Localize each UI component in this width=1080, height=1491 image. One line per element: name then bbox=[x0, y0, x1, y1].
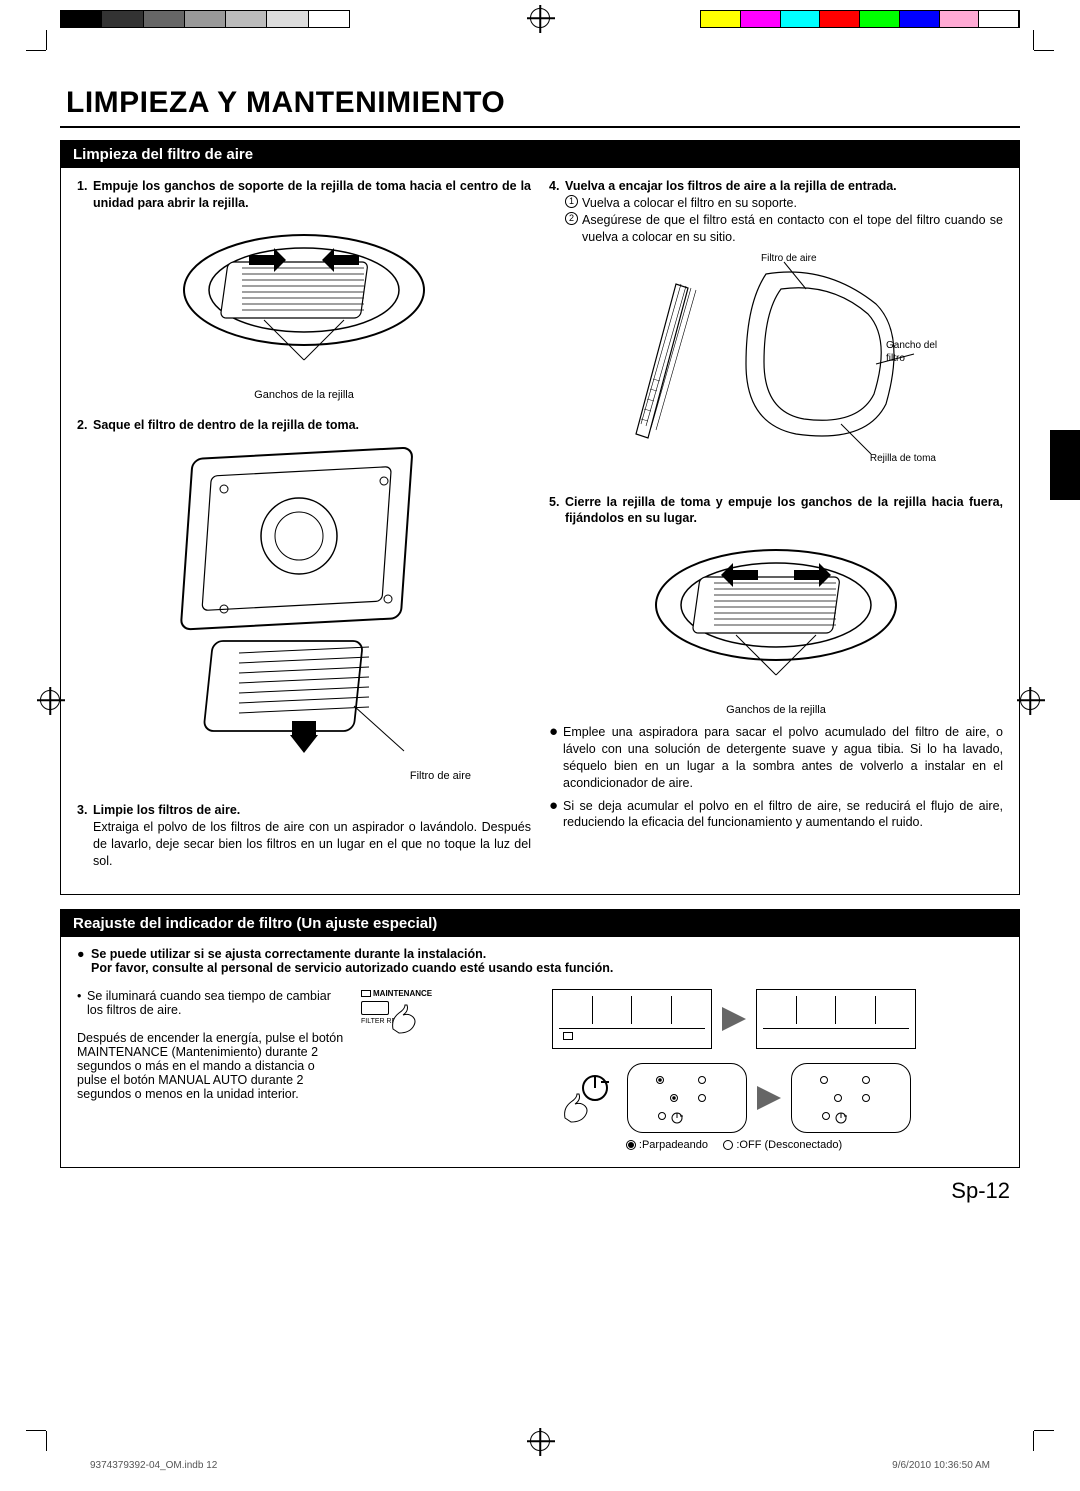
page: LIMPIEZA Y MANTENIMIENTO Limpieza del fi… bbox=[60, 10, 1020, 1204]
display-before bbox=[552, 989, 712, 1049]
step4-sub2: Asegúrese de que el filtro está en conta… bbox=[582, 212, 1003, 246]
bullet-icon: ● bbox=[77, 947, 91, 961]
sec2-left: •Se iluminará cuando sea tiempo de cambi… bbox=[77, 989, 347, 1101]
cropmark-icon bbox=[46, 50, 76, 80]
legend: :Parpadeando :OFF (Desconectado) bbox=[465, 1139, 1003, 1151]
sec2-l1: Se puede utilizar si se ajusta correctam… bbox=[91, 947, 486, 961]
diagram-step5 bbox=[636, 535, 916, 695]
section-1-head: Limpieza del filtro de aire bbox=[61, 141, 1019, 168]
registration-mark-icon bbox=[530, 8, 550, 28]
legend-flash: :Parpadeando bbox=[639, 1139, 708, 1151]
sec2-right: :Parpadeando :OFF (Desconectado) bbox=[465, 989, 1003, 1151]
bullet-icon: ● bbox=[549, 724, 563, 792]
bullet2: Si se deja acumular el polvo en el filtr… bbox=[563, 798, 1003, 832]
circ-1: 1 bbox=[565, 195, 578, 208]
step5-num: 5. bbox=[549, 494, 565, 528]
arrow-icon bbox=[722, 1007, 746, 1031]
step2-num: 2. bbox=[77, 417, 93, 434]
cap-step1: Ganchos de la rejilla bbox=[77, 388, 531, 403]
registration-mark-icon bbox=[40, 690, 60, 710]
power-press bbox=[557, 1068, 617, 1128]
step4-num: 4. bbox=[549, 178, 565, 195]
step1-num: 1. bbox=[77, 178, 93, 212]
step4-text: Vuelva a encajar los filtros de aire a l… bbox=[565, 178, 1003, 195]
side-tab bbox=[1050, 430, 1080, 500]
cropmark-icon bbox=[46, 1401, 76, 1431]
section-1: Limpieza del filtro de aire 1.Empuje los… bbox=[60, 140, 1020, 895]
cap-step5: Ganchos de la rejilla bbox=[549, 703, 1003, 718]
registration-mark-icon bbox=[1020, 690, 1040, 710]
diagram-step4: Filtro de aire Gancho del filtro Rejilla… bbox=[596, 254, 956, 464]
step1-text: Empuje los ganchos de soporte de la reji… bbox=[93, 178, 531, 212]
color-bar-left bbox=[60, 10, 350, 28]
legend-off: :OFF (Desconectado) bbox=[736, 1139, 842, 1151]
page-title: LIMPIEZA Y MANTENIMIENTO bbox=[66, 86, 1020, 120]
display-after bbox=[756, 989, 916, 1049]
panel-before bbox=[627, 1063, 747, 1133]
section-2: Reajuste del indicador de filtro (Un aju… bbox=[60, 909, 1020, 1168]
footer-right: 9/6/2010 10:36:50 AM bbox=[892, 1460, 990, 1471]
step5-text: Cierre la rejilla de toma y empuje los g… bbox=[565, 494, 1003, 528]
cropmark-icon bbox=[1004, 50, 1034, 80]
col-left: 1.Empuje los ganchos de soporte de la re… bbox=[77, 178, 531, 878]
bullet-icon: ● bbox=[549, 798, 563, 832]
arrow-icon bbox=[757, 1086, 781, 1110]
bullet1: Emplee una aspiradora para sacar el polv… bbox=[563, 724, 1003, 792]
step4-sub1: Vuelva a colocar el filtro en su soporte… bbox=[582, 195, 1003, 212]
sec2-p2: Después de encender la energía, pulse el… bbox=[77, 1031, 347, 1101]
lbl-hook: Gancho del filtro bbox=[886, 339, 956, 366]
title-rule bbox=[60, 126, 1020, 128]
circ-2: 2 bbox=[565, 212, 578, 225]
step2-text: Saque el filtro de dentro de la rejilla … bbox=[93, 417, 531, 434]
lbl-maint: MAINTENANCE bbox=[373, 989, 432, 998]
led-flash-icon bbox=[626, 1140, 636, 1150]
lbl-grille: Rejilla de toma bbox=[870, 452, 936, 466]
col-right: 4.Vuelva a encajar los filtros de aire a… bbox=[549, 178, 1003, 878]
led-off-icon bbox=[723, 1140, 733, 1150]
sec2-p1: Se iluminará cuando sea tiempo de cambia… bbox=[87, 989, 347, 1017]
panel-after bbox=[791, 1063, 911, 1133]
diagram-step2 bbox=[154, 441, 454, 761]
step3-text: Limpie los filtros de aire. bbox=[93, 802, 531, 819]
lbl-filter: Filtro de aire bbox=[761, 252, 817, 266]
section-2-head: Reajuste del indicador de filtro (Un aju… bbox=[61, 910, 1019, 937]
cap-step2: Filtro de aire bbox=[77, 769, 471, 784]
registration-mark-icon bbox=[530, 1431, 550, 1451]
cropmark-icon bbox=[1004, 1401, 1034, 1431]
maint-button-diagram: MAINTENANCE FILTER RESET bbox=[361, 989, 451, 1025]
color-bar-right bbox=[700, 10, 1020, 28]
footer-left: 9374379392-04_OM.indb 12 bbox=[90, 1460, 217, 1471]
step3-num: 3. bbox=[77, 802, 93, 819]
diagram-step1 bbox=[164, 220, 444, 380]
step3-sub: Extraiga el polvo de los filtros de aire… bbox=[93, 819, 531, 870]
page-number: Sp-12 bbox=[60, 1178, 1010, 1204]
sec2-l2: Por favor, consulte al personal de servi… bbox=[91, 961, 1003, 975]
footer: 9374379392-04_OM.indb 12 9/6/2010 10:36:… bbox=[90, 1460, 990, 1471]
